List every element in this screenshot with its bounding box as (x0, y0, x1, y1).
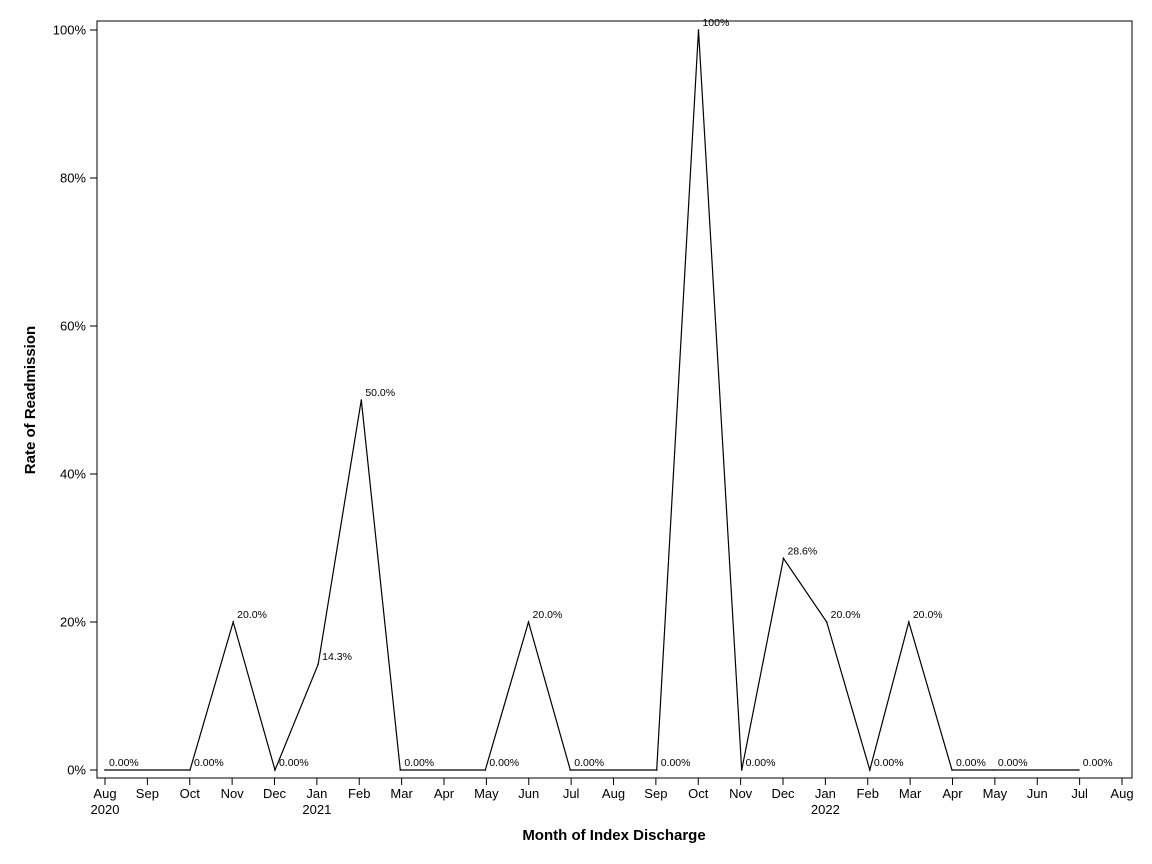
x-axis-title: Month of Index Discharge (522, 827, 705, 844)
data-label: 14.3% (322, 651, 352, 663)
x-tick-label: Jul (563, 786, 580, 801)
data-label: 0.00% (279, 757, 309, 769)
x-tick-label: Nov (729, 786, 753, 801)
data-point (232, 621, 234, 623)
y-tick-label: 60% (60, 319, 86, 334)
x-tick-year-label: 2021 (302, 802, 331, 817)
x-tick-label: Apr (942, 786, 963, 801)
data-label: 0.00% (574, 757, 604, 769)
data-label: 20.0% (913, 609, 943, 621)
data-point (360, 399, 363, 401)
x-tick-label: Jun (518, 786, 539, 801)
x-tick-label: Feb (348, 786, 370, 801)
x-tick-label: Oct (180, 786, 201, 801)
x-tick-year-label: 2022 (811, 802, 840, 817)
data-label: 0.00% (661, 757, 691, 769)
x-tick-label: May (474, 786, 499, 801)
x-tick-label: Aug (602, 786, 625, 801)
x-tick-label: Feb (857, 786, 879, 801)
y-axis: 0% 20% 40% 60% 80% 100% (53, 23, 97, 778)
data-point (825, 621, 828, 623)
x-tick-label: Apr (434, 786, 455, 801)
x-tick-label: Jun (1027, 786, 1048, 801)
x-tick-label: Sep (644, 786, 667, 801)
x-tick-label: Mar (390, 786, 413, 801)
data-point (697, 29, 700, 31)
x-tick-label: Nov (221, 786, 245, 801)
data-label: 0.00% (874, 757, 904, 769)
x-tick-year-label: 2020 (91, 802, 120, 817)
data-point (399, 769, 402, 771)
data-point (274, 769, 276, 771)
data-point (189, 769, 191, 771)
x-tick-label: Jan (815, 786, 836, 801)
series-line (105, 29, 1079, 773)
data-label: 28.6% (787, 545, 817, 557)
data-labels: 0.00% 0.00% 20.0% 0.00% 14.3% 50.0% 0.00% 0.00%… (104, 17, 1113, 771)
x-tick-label: Dec (263, 786, 287, 801)
x-tick-label: Mar (899, 786, 922, 801)
data-point (527, 621, 530, 623)
data-point (908, 621, 910, 623)
data-label: 20.0% (831, 609, 861, 621)
data-label: 50.0% (365, 387, 395, 399)
data-label: 100% (702, 17, 729, 29)
data-point (951, 769, 953, 771)
x-tick-label: Jul (1071, 786, 1088, 801)
x-tick-label: Jan (306, 786, 327, 801)
x-tick-label: Sep (136, 786, 159, 801)
y-tick-label: 20% (60, 615, 86, 630)
data-label: 0.00% (194, 757, 224, 769)
data-point (484, 769, 487, 771)
data-label: 0.00% (998, 757, 1028, 769)
y-tick-label: 80% (60, 171, 86, 186)
y-tick-label: 100% (53, 23, 87, 38)
data-label: 20.0% (533, 609, 563, 621)
x-tick-label: Aug (93, 786, 116, 801)
plot-frame (96, 20, 1133, 779)
x-tick-label: Aug (1110, 786, 1133, 801)
data-label: 0.00% (1083, 757, 1113, 769)
y-tick-label: 0% (67, 763, 86, 778)
data-point (317, 663, 319, 665)
data-label: 0.00% (489, 757, 519, 769)
data-point (869, 769, 871, 771)
data-point (655, 769, 658, 771)
data-point (740, 769, 743, 771)
x-tick-label: Dec (771, 786, 795, 801)
data-label: 0.00% (956, 757, 986, 769)
data-point (993, 769, 995, 771)
x-tick-label: May (983, 786, 1008, 801)
data-label: 0.00% (746, 757, 776, 769)
data-label: 0.00% (404, 757, 434, 769)
x-tick-label: Oct (688, 786, 709, 801)
data-label: 20.0% (237, 609, 267, 621)
y-axis-title: Rate of Readmission (22, 326, 39, 474)
data-point (569, 769, 572, 771)
y-tick-label: 40% (60, 467, 86, 482)
data-point (104, 769, 106, 771)
data-point (782, 557, 785, 560)
data-point (1078, 769, 1080, 771)
data-label: 0.00% (109, 757, 139, 769)
